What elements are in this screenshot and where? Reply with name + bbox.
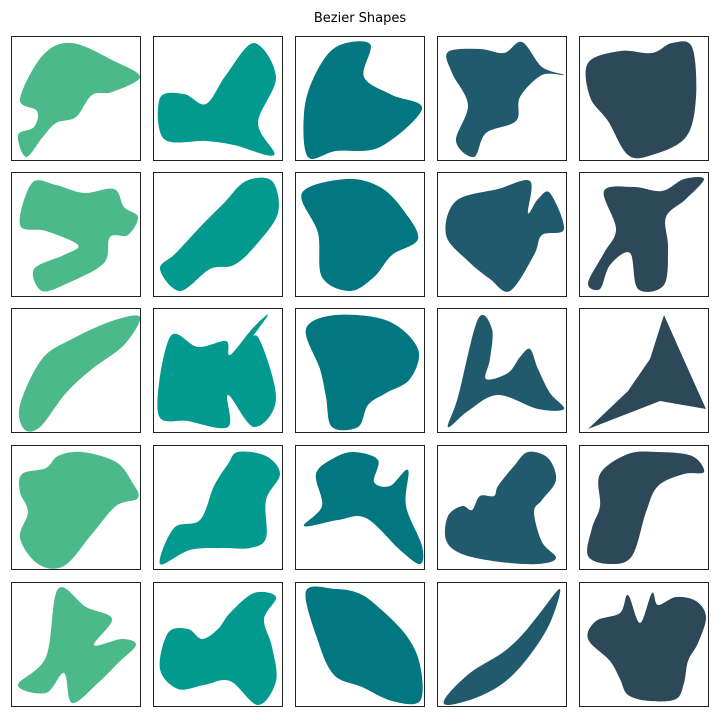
shape-panel-r3-c2 [153, 308, 283, 433]
shape-canvas [19, 180, 139, 292]
figure-title: Bezier Shapes [313, 11, 407, 26]
blob-shape-icon [444, 451, 557, 565]
shape-panel-r1-c3 [295, 36, 425, 161]
shape-canvas [444, 451, 557, 565]
shape-panel-r2-c3 [295, 172, 425, 297]
shape-panel-r1-c2 [153, 36, 283, 161]
shape-panel-r4-c5 [579, 445, 709, 570]
shape-canvas [303, 451, 424, 565]
blob-shape-icon [445, 179, 565, 292]
shape-canvas [443, 588, 561, 705]
blob-shape-icon [18, 315, 140, 432]
shape-panel-r5-c5 [579, 582, 709, 707]
blob-shape-icon [19, 180, 139, 292]
blob-shape-icon [303, 41, 423, 159]
blob-shape-icon [587, 176, 705, 292]
blob-shape-icon [303, 451, 424, 565]
shape-panel-r1-c5 [579, 36, 709, 161]
shape-canvas [446, 41, 564, 158]
blob-shape-icon [159, 177, 279, 291]
shape-canvas [159, 451, 280, 565]
shape-panel-r5-c3 [295, 582, 425, 707]
blob-shape-icon [305, 314, 420, 431]
shape-canvas [17, 42, 140, 158]
blob-shape-icon [585, 41, 697, 159]
shape-canvas [587, 451, 705, 565]
blob-shape-icon [18, 587, 137, 704]
blob-shape-icon [301, 178, 419, 291]
blob-shape-icon [587, 451, 705, 565]
shape-canvas [18, 315, 140, 432]
shape-panel-r4-c2 [153, 445, 283, 570]
shape-panel-r1-c1 [11, 36, 141, 161]
shape-canvas [305, 314, 420, 431]
shape-panel-r2-c1 [11, 172, 141, 297]
shape-canvas [18, 587, 137, 704]
shape-canvas [157, 42, 277, 156]
blob-shape-icon [305, 586, 423, 705]
shape-canvas [587, 176, 705, 292]
shape-canvas [159, 177, 279, 291]
shape-panel-r5-c1 [11, 582, 141, 707]
shape-panel-r3-c1 [11, 308, 141, 433]
shape-panel-r2-c2 [153, 172, 283, 297]
shape-canvas [303, 41, 423, 159]
blob-shape-icon [157, 314, 277, 429]
shape-panel-r2-c5 [579, 172, 709, 297]
blob-shape-icon [447, 314, 565, 428]
shape-panel-r3-c3 [295, 308, 425, 433]
shape-panel-r4-c4 [437, 445, 567, 570]
shape-canvas [159, 591, 277, 705]
shape-canvas [447, 314, 565, 428]
shape-panel-r4-c3 [295, 445, 425, 570]
shape-canvas [588, 315, 706, 429]
blob-shape-icon [159, 591, 277, 705]
shape-canvas [585, 41, 697, 159]
shape-canvas [305, 586, 423, 705]
shape-panel-r3-c4 [437, 308, 567, 433]
shape-panel-r4-c1 [11, 445, 141, 570]
triangle-shape-icon [588, 315, 706, 429]
blob-shape-icon [587, 592, 707, 702]
shape-canvas [19, 451, 139, 569]
shape-canvas [587, 592, 707, 702]
blob-shape-icon [19, 451, 139, 569]
blob-shape-icon [157, 42, 277, 156]
shape-canvas [157, 314, 277, 429]
shape-panel-r1-c4 [437, 36, 567, 161]
shape-panel-r5-c4 [437, 582, 567, 707]
shape-panel-r3-c5 [579, 308, 709, 433]
blob-shape-icon [446, 41, 564, 158]
shape-panel-r5-c2 [153, 582, 283, 707]
shape-panel-r2-c4 [437, 172, 567, 297]
leaf-shape-icon [443, 588, 561, 705]
shape-canvas [301, 178, 419, 291]
shape-canvas [445, 179, 565, 292]
blob-shape-icon [159, 451, 280, 565]
blob-shape-icon [17, 42, 140, 158]
